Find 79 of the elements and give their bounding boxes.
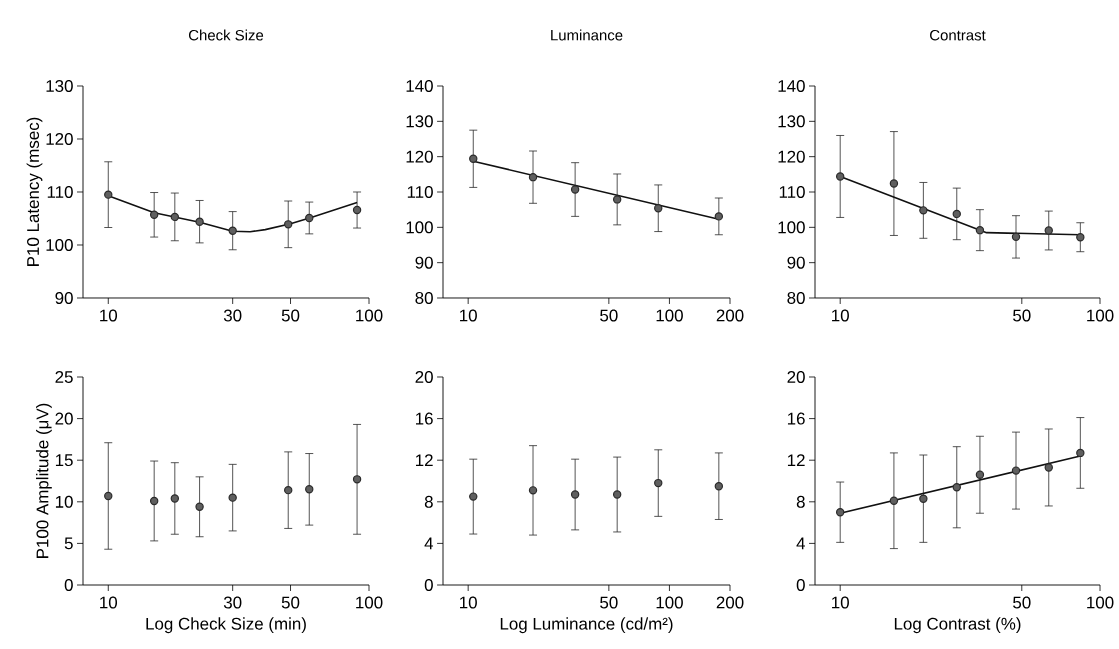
y-tick-label: 130 bbox=[46, 80, 73, 92]
x-tick-label: 100 bbox=[656, 596, 683, 609]
y-tick-label: 90 bbox=[415, 256, 433, 269]
x-tick-label: 10 bbox=[832, 309, 849, 322]
x-tick-label: 10 bbox=[100, 309, 118, 322]
y-tick-label: 10 bbox=[55, 495, 73, 508]
y-tick-label: 20 bbox=[55, 412, 73, 425]
y-tick-label: 8 bbox=[424, 495, 433, 508]
y-tick-label: 90 bbox=[787, 256, 805, 269]
y-tick-label: 100 bbox=[406, 221, 433, 234]
y-tick-label: 80 bbox=[415, 292, 433, 304]
x-tick-label: 50 bbox=[600, 596, 618, 609]
point bbox=[952, 483, 961, 492]
x-tick-label: 10 bbox=[460, 309, 477, 322]
y-tick-label: 8 bbox=[796, 495, 805, 508]
y-tick-label: 130 bbox=[406, 115, 433, 128]
y-tick-label: 100 bbox=[778, 221, 805, 234]
y-tick-label: 120 bbox=[778, 150, 805, 163]
y-tick-label: 4 bbox=[796, 537, 805, 550]
y-tick-label: 110 bbox=[47, 186, 73, 198]
y-tick-label: 20 bbox=[787, 371, 805, 383]
x-tick-label: 10 bbox=[100, 596, 118, 609]
x-tick-label: 10 bbox=[460, 596, 477, 609]
y-tick-label: 12 bbox=[787, 454, 805, 467]
y-tick-label: 16 bbox=[416, 412, 433, 425]
chart-title: Luminance bbox=[551, 29, 623, 41]
x-tick-label: 100 bbox=[1087, 596, 1114, 609]
x-axis-title: Log Contrast (%) bbox=[894, 617, 1021, 634]
x-tick-label: 30 bbox=[223, 596, 242, 609]
y-tick-label: 0 bbox=[796, 579, 805, 591]
x-tick-label: 50 bbox=[1013, 309, 1031, 322]
y-tick-label: 80 bbox=[787, 292, 805, 304]
point bbox=[952, 209, 961, 219]
x-tick-label: 200 bbox=[716, 309, 744, 322]
x-tick-label: 100 bbox=[656, 309, 683, 322]
point bbox=[919, 206, 928, 215]
y-tick-label: 90 bbox=[55, 292, 73, 304]
y-tick-label: 0 bbox=[424, 579, 433, 591]
y-tick-label: 130 bbox=[778, 115, 805, 128]
x-tick-label: 100 bbox=[1087, 309, 1114, 322]
y-tick-label: 110 bbox=[779, 186, 805, 198]
x-axis-title: Log Luminance (cd/m²) bbox=[500, 617, 673, 634]
y-tick-label: 0 bbox=[64, 579, 73, 591]
point bbox=[1011, 466, 1021, 475]
point bbox=[1076, 233, 1085, 242]
y-tick-label: 4 bbox=[424, 537, 434, 550]
point bbox=[1011, 232, 1021, 242]
point bbox=[1044, 226, 1053, 235]
point bbox=[889, 496, 899, 505]
point bbox=[889, 179, 899, 188]
x-tick-label: 100 bbox=[356, 596, 383, 609]
point bbox=[1044, 463, 1053, 472]
x-axis-title: Log Check Size (min) bbox=[146, 617, 306, 634]
y-tick-label: 5 bbox=[64, 537, 73, 550]
x-tick-label: 50 bbox=[281, 309, 300, 322]
y-tick-label: 16 bbox=[787, 412, 805, 425]
y-axis-title: P100 Amplitude (μV) bbox=[36, 403, 52, 558]
y-tick-label: 100 bbox=[46, 239, 73, 251]
y-tick-label: 140 bbox=[406, 80, 433, 92]
x-tick-label: 100 bbox=[356, 309, 383, 322]
y-tick-label: 15 bbox=[55, 454, 73, 467]
x-tick-label: 30 bbox=[223, 309, 242, 322]
y-tick-label: 120 bbox=[406, 150, 433, 163]
x-tick-label: 200 bbox=[716, 596, 744, 609]
chart-title: Contrast bbox=[930, 29, 986, 41]
point bbox=[1076, 448, 1085, 458]
y-tick-label: 120 bbox=[46, 133, 73, 145]
y-tick-label: 20 bbox=[415, 371, 433, 383]
y-tick-label: 25 bbox=[55, 371, 73, 383]
y-tick-label: 12 bbox=[416, 454, 433, 467]
y-tick-label: 140 bbox=[778, 80, 805, 92]
point bbox=[919, 494, 928, 503]
x-tick-label: 10 bbox=[832, 596, 849, 609]
x-tick-label: 50 bbox=[1013, 596, 1031, 609]
x-tick-label: 50 bbox=[600, 309, 618, 322]
chart-title: Check Size bbox=[188, 29, 264, 41]
y-tick-label: 110 bbox=[407, 186, 433, 198]
x-tick-label: 50 bbox=[281, 596, 300, 609]
y-axis-title: P10 Latency (msec) bbox=[26, 117, 43, 266]
